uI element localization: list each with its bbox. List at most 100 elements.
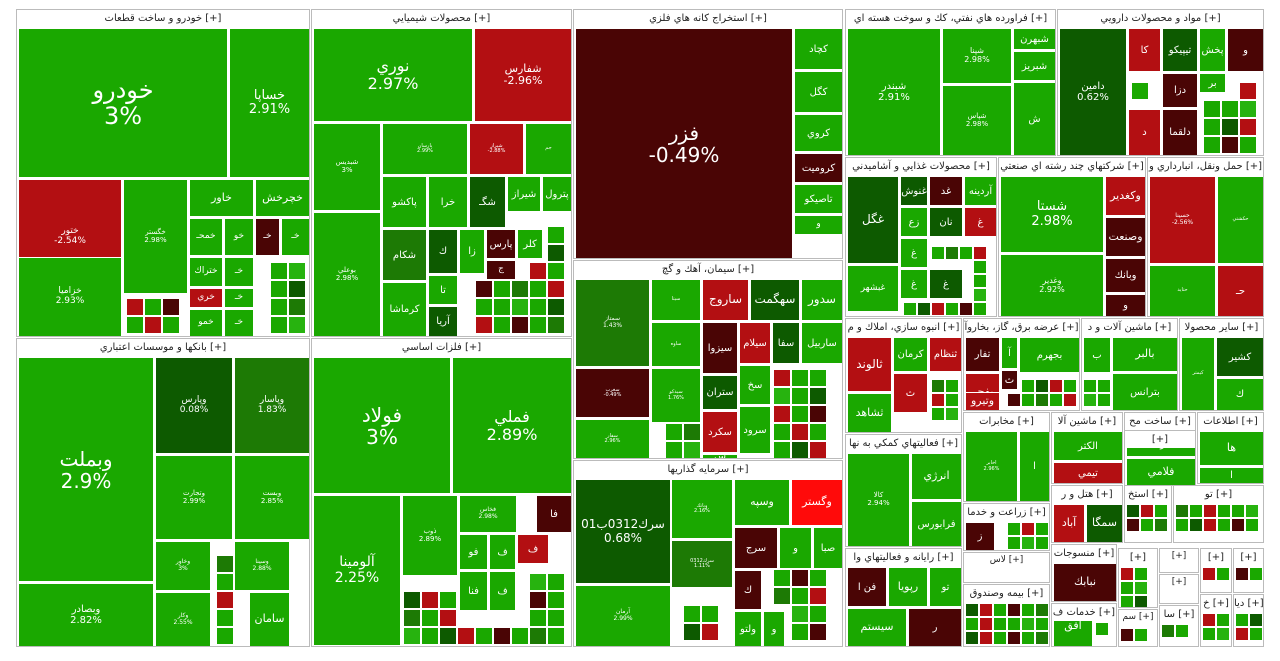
- sector-title[interactable]: ماشين آلا [+]: [1052, 413, 1122, 430]
- stock-tile[interactable]: پترول: [542, 176, 571, 212]
- stock-tile[interactable]: شيراز: [507, 176, 541, 212]
- stock-tile[interactable]: غ: [900, 269, 928, 299]
- minor-stock-cell[interactable]: [1245, 518, 1259, 532]
- stock-tile[interactable]: وبانك: [1105, 258, 1145, 293]
- stock-tile[interactable]: خگستر 2.98%: [123, 179, 188, 294]
- stock-tile[interactable]: سفا: [772, 322, 800, 364]
- minor-stock-cell[interactable]: [403, 627, 421, 645]
- stock-tile[interactable]: خـ: [281, 218, 309, 256]
- stock-tile[interactable]: نوري 2.97%: [313, 28, 473, 122]
- stock-tile[interactable]: كروميت: [794, 153, 842, 183]
- stock-tile[interactable]: حتايد: [1149, 265, 1216, 316]
- stock-tile[interactable]: سكرد: [702, 411, 738, 453]
- sector-title[interactable]: عرضه برق، گاز، بخاروآ [+]: [964, 319, 1079, 336]
- sector-title[interactable]: دیا [+]: [1234, 595, 1263, 612]
- minor-stock-cell[interactable]: [665, 423, 683, 441]
- minor-stock-cell[interactable]: [791, 405, 809, 423]
- sector-title[interactable]: خدمات ف [+]: [1052, 604, 1116, 621]
- stock-tile[interactable]: شبندر 2.91%: [847, 28, 941, 155]
- minor-stock-cell[interactable]: [1249, 627, 1263, 641]
- minor-stock-cell[interactable]: [1221, 118, 1239, 136]
- minor-stock-cell[interactable]: [1154, 504, 1168, 518]
- minor-stock-cell[interactable]: [1239, 118, 1257, 136]
- minor-stock-cell[interactable]: [1095, 622, 1109, 636]
- minor-stock-cell[interactable]: [1239, 136, 1257, 154]
- stock-tile[interactable]: ا: [1019, 431, 1049, 501]
- stock-tile[interactable]: ستران: [702, 375, 738, 410]
- stock-tile[interactable]: سرك0312 1.11%: [671, 540, 733, 588]
- minor-stock-cell[interactable]: [973, 246, 987, 260]
- stock-tile[interactable]: ج: [486, 260, 516, 280]
- minor-stock-cell[interactable]: [403, 609, 421, 627]
- stock-tile[interactable]: سخ: [739, 365, 771, 405]
- stock-tile[interactable]: فخاس 2.98%: [459, 495, 517, 533]
- minor-stock-cell[interactable]: [1249, 613, 1263, 627]
- minor-stock-cell[interactable]: [791, 623, 809, 641]
- minor-stock-cell[interactable]: [439, 591, 457, 609]
- minor-stock-cell[interactable]: [1083, 379, 1097, 393]
- stock-tile[interactable]: ز: [965, 522, 995, 550]
- stock-tile[interactable]: اخابر 2.96%: [965, 431, 1018, 501]
- stock-tile[interactable]: فلامي: [1126, 458, 1195, 485]
- minor-stock-cell[interactable]: [809, 569, 827, 587]
- minor-stock-cell[interactable]: [270, 262, 288, 280]
- minor-stock-cell[interactable]: [931, 393, 945, 407]
- stock-tile[interactable]: ختراك: [189, 257, 223, 287]
- stock-tile[interactable]: وكار 2.55%: [155, 592, 211, 646]
- minor-stock-cell[interactable]: [1007, 631, 1021, 645]
- stock-tile[interactable]: بالبر: [1112, 337, 1177, 372]
- stock-tile[interactable]: سيدكو 1.76%: [651, 368, 701, 423]
- minor-stock-cell[interactable]: [1175, 518, 1189, 532]
- stock-tile[interactable]: تيمي: [1053, 462, 1122, 483]
- sector-title[interactable]: بيمه وصندوق [+]: [964, 585, 1049, 602]
- stock-tile[interactable]: غبشهر: [847, 265, 899, 312]
- sector-title[interactable]: فلزات اساسي [+]: [312, 339, 571, 356]
- stock-tile[interactable]: زا: [459, 229, 485, 274]
- sector-title[interactable]: محصولات شيميايي [+]: [312, 10, 571, 27]
- stock-tile[interactable]: و: [1227, 28, 1263, 72]
- minor-stock-cell[interactable]: [547, 262, 565, 280]
- minor-stock-cell[interactable]: [1035, 393, 1049, 407]
- minor-stock-cell[interactable]: [1231, 518, 1245, 532]
- minor-stock-cell[interactable]: [216, 627, 234, 645]
- sector-title[interactable]: [+]: [1160, 575, 1198, 589]
- minor-stock-cell[interactable]: [216, 555, 234, 573]
- sector-title[interactable]: [+]: [1234, 549, 1263, 566]
- minor-stock-cell[interactable]: [993, 617, 1007, 631]
- stock-tile[interactable]: سدور: [801, 279, 842, 321]
- minor-stock-cell[interactable]: [931, 246, 945, 260]
- stock-tile[interactable]: تيپيكو: [1162, 28, 1198, 72]
- minor-stock-cell[interactable]: [493, 627, 511, 645]
- minor-stock-cell[interactable]: [529, 573, 547, 591]
- sector-title[interactable]: ساير محصولا [+]: [1180, 319, 1263, 336]
- minor-stock-cell[interactable]: [1126, 504, 1140, 518]
- stock-tile[interactable]: كيمتر: [1181, 337, 1215, 410]
- stock-tile[interactable]: وتجارت 2.99%: [155, 455, 233, 540]
- stock-tile[interactable]: كرماشا: [382, 282, 427, 336]
- stock-tile[interactable]: سيزوا: [702, 322, 738, 374]
- minor-stock-cell[interactable]: [547, 244, 565, 262]
- sector-title[interactable]: شركتهاي چند رشته اي صنعتي [+]: [999, 158, 1145, 175]
- minor-stock-cell[interactable]: [288, 298, 306, 316]
- minor-stock-cell[interactable]: [1063, 393, 1077, 407]
- stock-tile[interactable]: ساوه: [651, 322, 701, 367]
- minor-stock-cell[interactable]: [1216, 613, 1230, 627]
- minor-stock-cell[interactable]: [1221, 100, 1239, 118]
- minor-stock-cell[interactable]: [683, 423, 701, 441]
- minor-stock-cell[interactable]: [773, 387, 791, 405]
- minor-stock-cell[interactable]: [809, 405, 827, 423]
- stock-tile[interactable]: بترانس: [1112, 373, 1177, 410]
- stock-tile[interactable]: خرا: [428, 176, 468, 228]
- minor-stock-cell[interactable]: [216, 591, 234, 609]
- minor-stock-cell[interactable]: [1097, 393, 1111, 407]
- minor-stock-cell[interactable]: [529, 591, 547, 609]
- minor-stock-cell[interactable]: [439, 627, 457, 645]
- minor-stock-cell[interactable]: [791, 569, 809, 587]
- minor-stock-cell[interactable]: [457, 627, 475, 645]
- stock-tile[interactable]: خـ: [224, 288, 254, 308]
- stock-tile[interactable]: وبست 2.85%: [234, 455, 309, 540]
- minor-stock-cell[interactable]: [1249, 567, 1263, 581]
- minor-stock-cell[interactable]: [1097, 379, 1111, 393]
- minor-stock-cell[interactable]: [665, 441, 683, 458]
- minor-stock-cell[interactable]: [547, 280, 565, 298]
